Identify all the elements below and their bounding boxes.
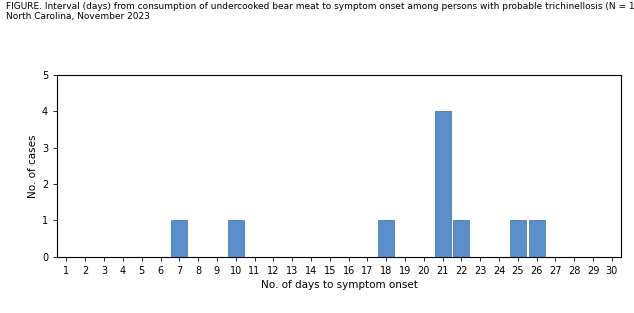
Bar [529, 220, 545, 257]
Bar [171, 220, 187, 257]
Bar [510, 220, 526, 257]
Y-axis label: No. of cases: No. of cases [28, 134, 37, 198]
Bar [378, 220, 394, 257]
Bar [453, 220, 469, 257]
X-axis label: No. of days to symptom onset: No. of days to symptom onset [261, 280, 418, 290]
Bar [228, 220, 243, 257]
Text: FIGURE. Interval (days) from consumption of undercooked bear meat to symptom ons: FIGURE. Interval (days) from consumption… [6, 2, 634, 21]
Text: © CDC MMWR: © CDC MMWR [6, 299, 87, 309]
Bar [435, 111, 451, 257]
